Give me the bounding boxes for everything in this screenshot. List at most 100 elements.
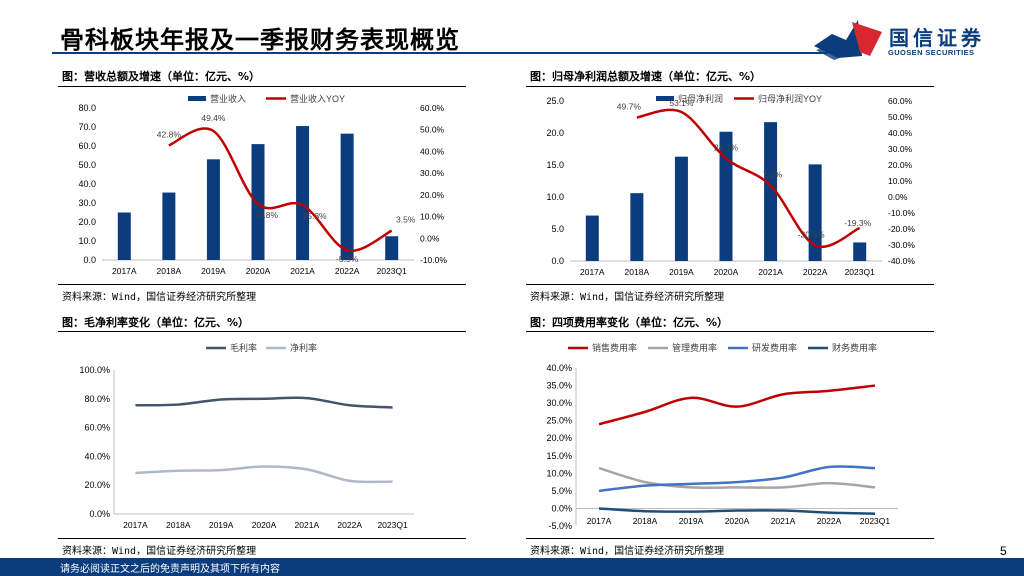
y-tick-label-left: 20.0: [78, 217, 96, 227]
bar: [296, 126, 310, 260]
data-label: 24.1%: [714, 142, 739, 152]
bar: [117, 212, 131, 260]
y-tick-label-left: 10.0: [78, 236, 96, 246]
y-tick-label-right: -40.0%: [888, 256, 915, 266]
data-label: 53.1%: [669, 98, 694, 108]
legend-swatch: [188, 96, 206, 101]
yoy-line: [636, 108, 861, 249]
page-number: 5: [1000, 544, 1007, 558]
y-tick-label-left: 25.0: [546, 96, 564, 106]
source-rule: [58, 284, 466, 285]
series-line: [598, 466, 876, 490]
bar: [206, 159, 220, 260]
x-tick-label: 2018A: [625, 267, 650, 277]
y-tick-label-left: 0.0: [83, 255, 96, 265]
data-label: 15.8%: [254, 210, 279, 220]
panel-title-profit: 图：归母净利润总额及增速（单位：亿元、%）: [530, 70, 762, 83]
x-tick-label: 2020A: [714, 267, 739, 277]
expense-chart: -5.0% 0.0% 5.0% 10.0% 15.0% 20.0% 25.0% 30.0% 35…: [546, 342, 898, 531]
series-line: [598, 384, 876, 426]
data-label: 49.7%: [617, 101, 642, 111]
y-tick-label-left: 50.0: [78, 160, 96, 170]
bar: [853, 242, 867, 261]
panel-rule: [526, 86, 934, 87]
y-tick-label-right: 40.0%: [420, 146, 445, 156]
logo-english: GUOSEN SECURITIES: [888, 48, 975, 57]
y-tick-label: -5.0%: [548, 521, 572, 531]
panel-rule: [58, 86, 466, 87]
x-tick-label: 2018A: [633, 516, 658, 526]
y-tick-label-left: 30.0: [78, 198, 96, 208]
panel-title-expense: 图：四项费用率变化（单位：亿元、%）: [530, 316, 729, 329]
y-tick-label-right: 50.0%: [420, 125, 445, 135]
data-label: -5.5%: [336, 254, 359, 264]
x-tick-label: 2021A: [290, 266, 315, 276]
x-tick-label: 2017A: [580, 267, 605, 277]
legend-label: 归母净利润YOY: [758, 93, 822, 104]
data-label: 3.5%: [396, 215, 416, 225]
source-rule: [58, 538, 466, 539]
y-tick-label-left: 60.0: [78, 141, 96, 151]
panel-title-margin: 图：毛净利率变化（单位：亿元、%）: [62, 316, 250, 329]
x-tick-label: 2023Q1: [860, 516, 891, 526]
x-tick-label: 2020A: [246, 266, 271, 276]
data-label: 7.2%: [763, 169, 783, 179]
y-tick-label: 15.0%: [546, 451, 572, 461]
x-tick-label: 2022A: [803, 267, 828, 277]
panel-title-revenue: 图：营收总额及增速（单位：亿元、%）: [62, 70, 261, 83]
data-label: -30.3%: [798, 229, 825, 239]
y-tick-label-right: 60.0%: [888, 96, 913, 106]
y-tick-label-right: 40.0%: [888, 128, 913, 138]
x-tick-label: 2023Q1: [845, 267, 876, 277]
x-tick-label: 2023Q1: [377, 520, 408, 530]
guosen-logo-icon: [814, 20, 882, 60]
y-tick-label-left: 5.0: [551, 224, 564, 234]
y-tick-label-right: -20.0%: [888, 224, 915, 234]
source-rule: [526, 284, 934, 285]
x-tick-label: 2018A: [157, 266, 182, 276]
y-tick-label: 20.0%: [546, 433, 572, 443]
y-tick-label-right: 0.0%: [888, 192, 908, 202]
y-tick-label-left: 10.0: [546, 192, 564, 202]
x-tick-label: 2019A: [209, 520, 234, 530]
series-line: [135, 396, 393, 409]
x-tick-label: 2023Q1: [377, 266, 408, 276]
legend-label: 研发费用率: [752, 342, 797, 353]
x-tick-label: 2019A: [201, 266, 226, 276]
logo-chinese: 国信证券: [889, 26, 985, 50]
x-tick-label: 2022A: [335, 266, 360, 276]
source-note: 资料来源：Wind，国信证券经济研究所整理: [62, 292, 257, 303]
data-label: 42.8%: [157, 129, 182, 139]
x-tick-label: 2022A: [817, 516, 842, 526]
revenue-chart: 0.0 10.0 20.0 30.0 40.0 50.0 60.0 70.0 80.0 -10.0…: [78, 93, 447, 276]
y-tick-label-left: 80.0: [78, 103, 96, 113]
y-tick-label-right: -10.0%: [888, 208, 915, 218]
y-tick-label-right: 30.0%: [888, 144, 913, 154]
legend-label: 毛利率: [230, 342, 257, 353]
legend-label: 财务费用率: [832, 342, 877, 353]
bar: [385, 236, 399, 260]
y-tick-label-right: 50.0%: [888, 112, 913, 122]
y-tick-label: 60.0%: [84, 423, 110, 433]
series-line: [598, 465, 876, 493]
y-tick-label: 40.0%: [546, 363, 572, 373]
panel-rule: [58, 331, 466, 332]
profit-chart: 0.0 5.0 10.0 15.0 20.0 25.0 -40.0% -30.0% -20.0%…: [546, 93, 915, 277]
x-tick-label: 2017A: [587, 516, 612, 526]
y-tick-label: 80.0%: [84, 394, 110, 404]
legend-label: 管理费用率: [672, 342, 717, 353]
x-tick-label: 2021A: [771, 516, 796, 526]
y-tick-label: 0.0%: [551, 503, 572, 513]
legend-swatch: [656, 96, 674, 101]
x-tick-label: 2017A: [123, 520, 148, 530]
legend-label: 归母净利润: [678, 93, 723, 104]
bar: [764, 122, 778, 261]
y-tick-label: 100.0%: [79, 365, 110, 375]
source-note: 资料来源：Wind，国信证券经济研究所整理: [530, 292, 725, 303]
series-line: [135, 465, 393, 484]
x-tick-label: 2019A: [669, 267, 694, 277]
legend-label: 净利率: [290, 342, 317, 353]
margin-chart: 0.0% 20.0% 40.0% 60.0% 80.0% 100.0% 2017A 2018A…: [79, 342, 414, 530]
footer-disclaimer: 请务必阅读正文之后的免责声明及其项下所有内容: [60, 564, 280, 575]
bar: [674, 156, 688, 261]
